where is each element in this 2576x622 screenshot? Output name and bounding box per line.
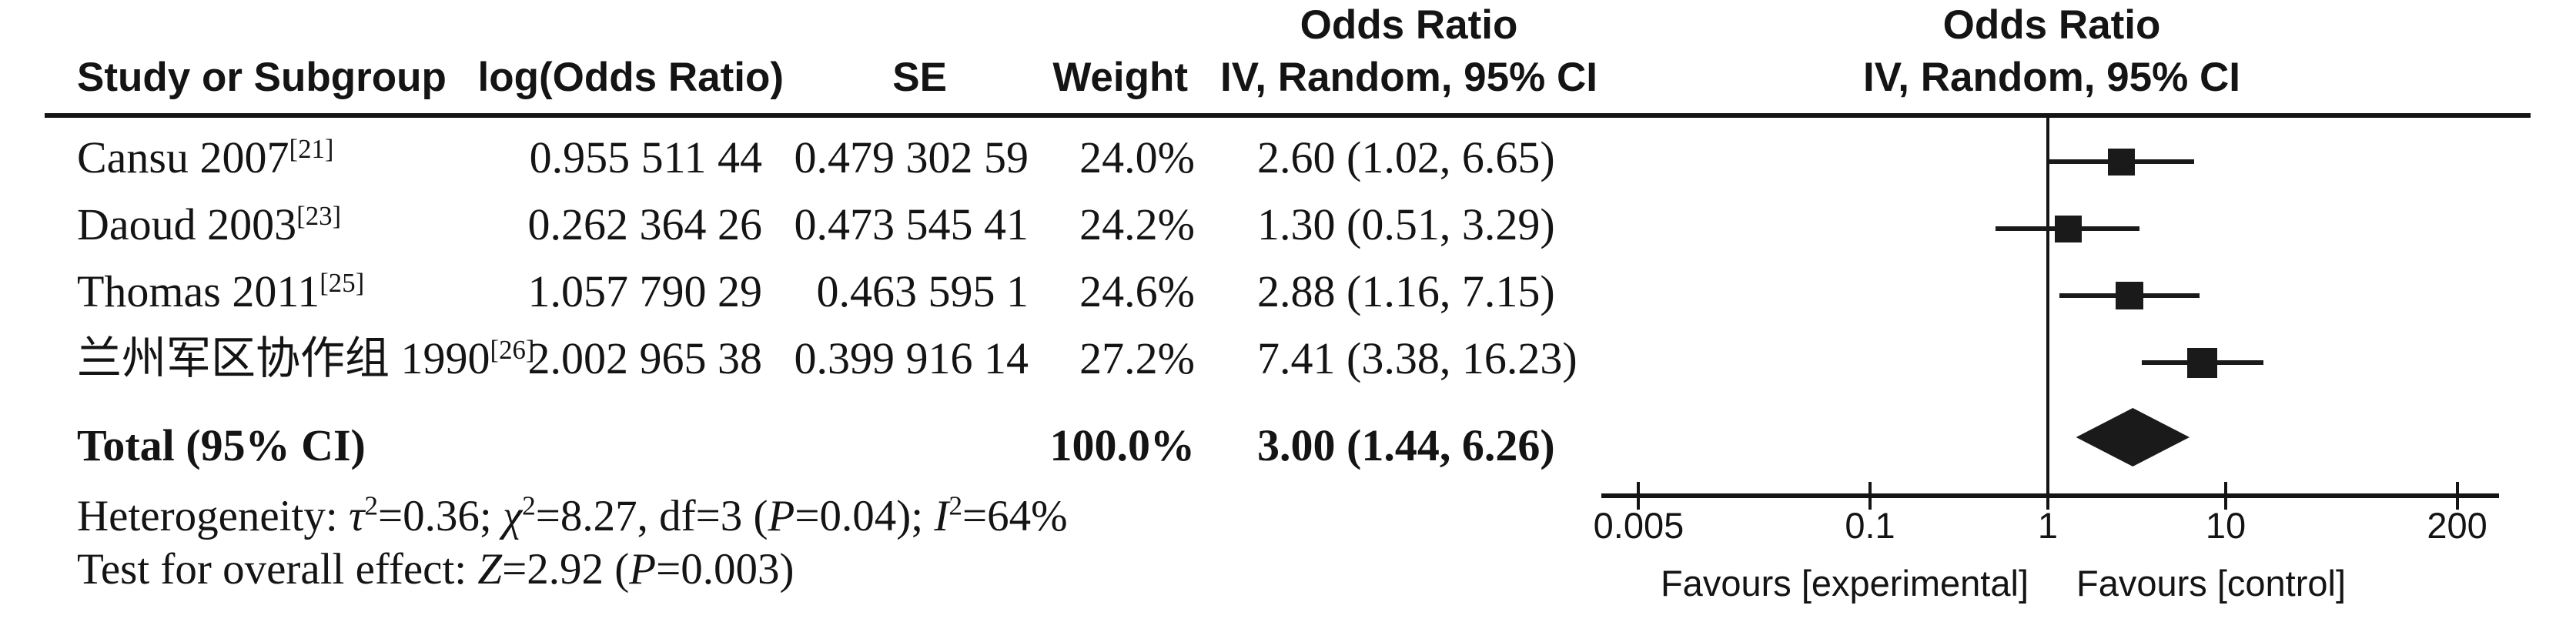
study-reference: [21] xyxy=(289,133,334,164)
study-reference: [26] xyxy=(490,334,535,365)
odds-ratio-column-header: Odds Ratio xyxy=(1300,2,1518,48)
or-ci-value: 1.30 (0.51, 3.29) xyxy=(1257,199,1555,249)
weight-value: 24.6% xyxy=(1079,266,1195,316)
se-value: 0.463 595 1 xyxy=(816,266,1029,316)
weight-column-header: Weight xyxy=(1052,55,1188,100)
total-weight: 100.0% xyxy=(1049,420,1196,470)
method-plot-header: IV, Random, 95% CI xyxy=(1863,55,2240,100)
header-rule xyxy=(45,113,2531,118)
effect-square xyxy=(2108,148,2136,176)
log-odds-ratio-value: 1.057 790 29 xyxy=(527,266,763,316)
weight-value: 27.2% xyxy=(1079,333,1195,383)
stat-text-segment: I xyxy=(934,492,949,540)
weight-value: 24.0% xyxy=(1079,132,1195,182)
effect-square xyxy=(2187,347,2218,378)
effect-square xyxy=(2116,282,2144,309)
axis-tick-label: 0.005 xyxy=(1593,505,1684,546)
axis-tick xyxy=(2224,482,2227,510)
study-name: 兰州军区协作组 1990[26] xyxy=(77,333,535,383)
favours-experimental-label: Favours [experimental] xyxy=(1660,563,2029,604)
stat-text-segment: 2 xyxy=(364,490,379,521)
stat-text-segment: Heterogeneity: xyxy=(77,492,349,540)
total-label: Total (95% CI) xyxy=(77,420,366,470)
study-name: Cansu 2007[21] xyxy=(77,132,334,182)
log-odds-ratio-value: 0.955 511 44 xyxy=(529,132,762,182)
heterogeneity-stats: Heterogeneity: τ2=0.36; χ2=8.27, df=3 (P… xyxy=(77,490,1068,540)
stat-text-segment: 2 xyxy=(522,490,536,521)
stat-text-segment: =2.92 ( xyxy=(502,545,630,594)
log-odds-ratio-value: 0.262 364 26 xyxy=(527,199,763,249)
or-ci-value: 2.60 (1.02, 6.65) xyxy=(1257,132,1555,182)
axis-tick-label: 200 xyxy=(2427,505,2487,546)
stat-text-segment: =8.27, df=3 ( xyxy=(535,492,768,540)
reference-line-or-1 xyxy=(2046,118,2049,496)
se-value: 0.473 545 41 xyxy=(794,199,1029,249)
stat-text-segment: =0.04); xyxy=(795,492,935,540)
axis-tick xyxy=(1637,482,1641,510)
favours-control-label: Favours [control] xyxy=(2076,563,2347,604)
study-column-header: Study or Subgroup xyxy=(77,55,447,100)
stat-text-segment: τ xyxy=(348,492,365,540)
weight-value: 24.2% xyxy=(1079,199,1195,249)
axis-tick xyxy=(2046,482,2049,510)
effect-square xyxy=(2054,215,2082,242)
stat-text-segment: =0.003) xyxy=(656,545,795,594)
total-effect-diamond xyxy=(2076,408,2190,466)
study-name: Thomas 2011[25] xyxy=(77,266,365,316)
log-odds-ratio-column-header: log(Odds Ratio) xyxy=(477,55,784,100)
odds-ratio-plot-header: Odds Ratio xyxy=(1942,2,2161,48)
stat-text-segment: Z xyxy=(477,545,503,594)
axis-tick xyxy=(2455,482,2459,510)
stat-text-segment: Test for overall effect: xyxy=(77,545,478,594)
axis-tick-label: 1 xyxy=(2037,505,2059,546)
se-column-header: SE xyxy=(892,55,947,100)
overall-effect-test: Test for overall effect: Z=2.92 (P=0.003… xyxy=(77,546,794,594)
study-reference: [23] xyxy=(296,200,342,231)
method-column-header: IV, Random, 95% CI xyxy=(1220,55,1597,100)
axis-tick-label: 0.1 xyxy=(1845,505,1895,546)
axis-tick-label: 10 xyxy=(2205,505,2246,546)
study-reference: [25] xyxy=(319,267,365,298)
stat-text-segment: P xyxy=(768,492,795,540)
se-value: 0.399 916 14 xyxy=(794,333,1029,383)
or-ci-value: 2.88 (1.16, 7.15) xyxy=(1257,266,1555,316)
stat-text-segment: χ xyxy=(503,492,523,540)
x-axis-line xyxy=(1601,493,2499,498)
or-ci-value: 7.41 (3.38, 16.23) xyxy=(1257,333,1577,383)
log-odds-ratio-value: 2.002 965 38 xyxy=(527,333,763,383)
axis-tick xyxy=(1868,482,1872,510)
stat-text-segment: =64% xyxy=(962,492,1068,540)
total-or-ci: 3.00 (1.44, 6.26) xyxy=(1257,420,1555,470)
stat-text-segment: =0.36; xyxy=(378,492,503,540)
stat-text-segment: 2 xyxy=(948,490,962,521)
stat-text-segment: P xyxy=(629,545,657,594)
se-value: 0.479 302 59 xyxy=(794,132,1029,182)
study-name: Daoud 2003[23] xyxy=(77,199,342,249)
